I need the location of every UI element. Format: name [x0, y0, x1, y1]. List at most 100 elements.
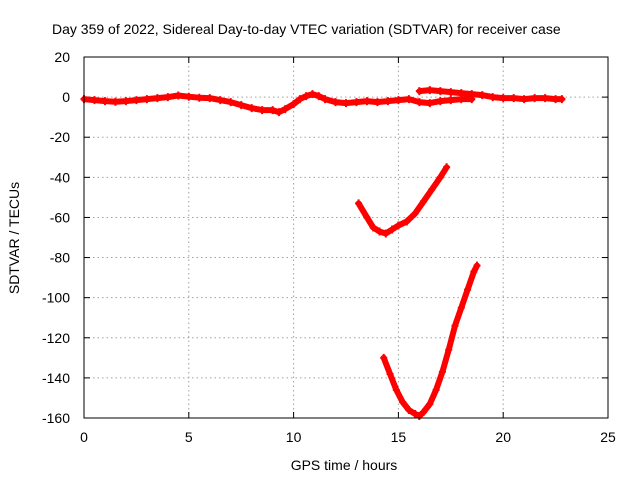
data-point: [457, 303, 465, 312]
data-point: [438, 367, 446, 376]
y-tick-label: 20: [54, 49, 70, 65]
data-point: [380, 353, 388, 362]
y-tick-label: -160: [42, 410, 70, 426]
data-point: [457, 89, 465, 98]
data-point: [195, 93, 203, 102]
grid: [84, 57, 608, 418]
y-tick-label: -80: [50, 250, 70, 266]
data-point: [237, 101, 245, 110]
data-point: [531, 94, 539, 103]
chart-title: Day 359 of 2022, Sidereal Day-to-day VTE…: [52, 21, 561, 37]
data-point: [415, 411, 423, 420]
y-tick-label: -120: [42, 330, 70, 346]
data-point: [403, 217, 411, 226]
x-axis-label: GPS time / hours: [291, 457, 398, 473]
series-track-mid-arc: [355, 163, 451, 238]
y-axis-label: SDTVAR / TECUs: [6, 182, 22, 294]
series-track-main: [80, 90, 476, 117]
data-point: [432, 385, 440, 394]
x-tick-label: 25: [600, 429, 616, 445]
data-point: [122, 97, 130, 106]
data-point: [420, 407, 428, 416]
data-point: [541, 94, 549, 103]
x-tick-label: 5: [185, 429, 193, 445]
data-point: [363, 97, 371, 106]
data-point: [143, 95, 151, 104]
axis-ticks: 0 5 10 15 20 25 20 0 -20 -40 -60 -80 -100 -120 -140 -16…: [42, 49, 616, 445]
y-tick-label: 0: [62, 89, 70, 105]
data-point: [185, 92, 193, 101]
data-point: [373, 98, 381, 107]
data-point: [520, 95, 528, 104]
data-point: [415, 87, 423, 96]
data-point: [290, 100, 298, 109]
data-point: [394, 221, 402, 230]
data-point: [376, 227, 384, 236]
data-point: [352, 98, 360, 107]
data-point: [248, 104, 256, 113]
x-tick-label: 15: [391, 429, 407, 445]
data-point: [153, 94, 161, 103]
y-tick-label: -40: [50, 169, 70, 185]
data-point: [90, 96, 98, 105]
data-point: [258, 106, 266, 115]
data-point: [111, 97, 119, 106]
data-point: [174, 91, 182, 100]
y-tick-label: -140: [42, 370, 70, 386]
data-point: [269, 106, 277, 115]
plot-frame: [83, 56, 609, 419]
data-point: [302, 92, 310, 101]
data-point: [447, 88, 455, 97]
data-point: [426, 99, 434, 108]
series-track-upper: [415, 86, 566, 104]
data-point: [552, 95, 560, 104]
data-point: [342, 99, 350, 108]
y-tick-label: -60: [50, 209, 70, 225]
data-point: [499, 94, 507, 103]
data-point: [332, 98, 340, 107]
data-point: [468, 90, 476, 99]
data-point: [411, 409, 419, 418]
data-point: [388, 225, 396, 234]
data-point: [426, 399, 434, 408]
data-point: [447, 96, 455, 105]
data-point: [355, 199, 363, 208]
data-point: [445, 345, 453, 354]
data-point: [216, 96, 224, 105]
data-point: [164, 93, 172, 102]
data-point: [405, 405, 413, 414]
series-line: [380, 262, 480, 419]
data-point: [436, 87, 444, 96]
series-line: [355, 164, 450, 237]
data-point: [489, 93, 497, 102]
data-point: [206, 94, 214, 103]
data-point: [558, 95, 566, 104]
data-point: [363, 213, 371, 222]
data-point: [101, 97, 109, 106]
data-point: [415, 98, 423, 107]
data-point: [399, 397, 407, 406]
data-point: [386, 369, 394, 378]
x-tick-label: 0: [80, 429, 88, 445]
data-point: [315, 92, 323, 101]
data-layer: [80, 86, 566, 420]
data-point: [384, 97, 392, 106]
x-tick-label: 20: [495, 429, 511, 445]
data-point: [296, 95, 304, 104]
data-point: [382, 229, 390, 238]
data-point: [428, 185, 436, 194]
data-point: [451, 321, 459, 330]
data-point: [478, 91, 486, 100]
data-point: [426, 86, 434, 95]
data-point: [420, 197, 428, 206]
data-point: [369, 223, 377, 232]
data-point: [394, 96, 402, 105]
data-point: [470, 267, 478, 276]
series-track-deep-arc: [380, 261, 481, 420]
data-point: [411, 209, 419, 218]
x-tick-label: 10: [286, 429, 302, 445]
data-point: [281, 105, 289, 114]
data-point: [275, 108, 283, 117]
